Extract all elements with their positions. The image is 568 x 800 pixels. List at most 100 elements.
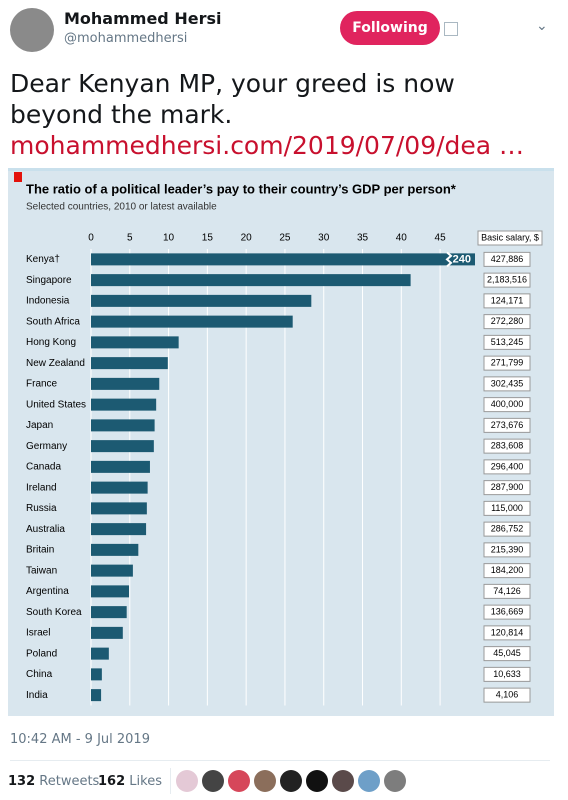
bar: [91, 523, 147, 536]
liker-avatar[interactable]: [202, 770, 224, 792]
bar: [91, 357, 168, 370]
salary-box: [483, 480, 531, 496]
x-tick-label: 25: [279, 233, 291, 244]
y-tick-label: Argentina: [26, 586, 69, 597]
bar: [91, 585, 130, 598]
chart-background: [8, 168, 554, 716]
salary-box: [483, 272, 531, 288]
bar: [91, 564, 133, 577]
avatar[interactable]: [10, 8, 54, 52]
y-tick-label: Germany: [26, 441, 67, 452]
salary: 2,183,516: [487, 275, 527, 285]
salary: 513,245: [491, 337, 524, 347]
timestamp[interactable]: 10:42 AM - 9 Jul 2019: [10, 732, 150, 747]
salary-box: [483, 417, 531, 433]
y-tick-label: Britain: [26, 545, 54, 556]
salary: 184,200: [491, 565, 524, 575]
y-tick-label: United States: [26, 399, 86, 410]
liker-avatar[interactable]: [332, 770, 354, 792]
bar: [91, 294, 312, 307]
salary-box: [483, 334, 531, 350]
liker-avatar[interactable]: [228, 770, 250, 792]
author-name[interactable]: Mohammed Hersi: [64, 9, 222, 28]
liker-avatar[interactable]: [306, 770, 328, 792]
axis-break: [445, 251, 453, 268]
liker-avatar[interactable]: [358, 770, 380, 792]
salary: 400,000: [491, 399, 524, 409]
y-tick-label: South Korea: [26, 607, 82, 618]
follow-button[interactable]: Following: [340, 11, 440, 45]
bar: [91, 336, 179, 349]
salary: 4,106: [496, 690, 519, 700]
salary-box: [483, 293, 531, 309]
chart-title: The ratio of a political leader’s pay to…: [26, 181, 457, 196]
liker-avatars: [176, 770, 406, 792]
retweet-label: Retweets: [39, 774, 100, 789]
salary: 287,900: [491, 482, 524, 492]
y-tick-label: South Africa: [26, 316, 80, 327]
y-tick-label: Israel: [26, 628, 50, 639]
liker-avatar[interactable]: [384, 770, 406, 792]
y-tick-label: Hong Kong: [26, 337, 76, 348]
liker-avatar[interactable]: [280, 770, 302, 792]
bar: [91, 398, 157, 411]
salary: 272,280: [491, 316, 524, 326]
likes[interactable]: 162 Likes: [98, 774, 162, 789]
bar: [91, 647, 109, 660]
retweet-count: 132: [8, 774, 36, 789]
y-tick-label: Japan: [26, 420, 53, 431]
salary: 296,400: [491, 461, 524, 471]
salary-box: [483, 687, 531, 703]
y-tick-label: Canada: [26, 462, 61, 473]
salary: 283,608: [491, 441, 524, 451]
liker-avatar[interactable]: [254, 770, 276, 792]
bar: [91, 460, 150, 473]
salary-box: [483, 251, 531, 267]
bar: [91, 606, 127, 619]
salary: 286,752: [491, 524, 524, 534]
salary-box: [483, 521, 531, 537]
salary-header-box: [477, 230, 543, 246]
bar: [91, 502, 147, 515]
tweet-link[interactable]: mohammedhersi.com/2019/07/09/dea …: [10, 131, 525, 160]
divider: [10, 760, 550, 761]
salary: 215,390: [491, 544, 524, 554]
y-tick-label: France: [26, 379, 58, 390]
salary: 124,171: [491, 295, 524, 305]
icon[interactable]: [444, 22, 458, 36]
y-tick-label: Poland: [26, 648, 57, 659]
salary-header: Basic salary, $: [481, 232, 539, 242]
y-tick-label: Kenya†: [26, 254, 60, 265]
bar: [91, 668, 102, 681]
bar: [91, 315, 293, 328]
bar: [91, 626, 123, 639]
y-tick-label: Singapore: [26, 275, 72, 286]
retweets[interactable]: 132 Retweets: [8, 774, 99, 789]
x-tick-label: 0: [88, 233, 94, 244]
salary: 136,669: [491, 607, 524, 617]
like-count: 162: [98, 774, 126, 789]
salary: 427,886: [491, 254, 524, 264]
x-tick-label: 35: [357, 233, 369, 244]
x-tick-label: 10: [163, 233, 175, 244]
like-label: Likes: [129, 774, 162, 789]
liker-avatar[interactable]: [176, 770, 198, 792]
salary-box: [483, 583, 531, 599]
bar: [91, 689, 102, 702]
y-tick-label: New Zealand: [26, 358, 85, 369]
tweet-text: Dear Kenyan MP, your greed is now beyond…: [10, 69, 455, 129]
salary-box: [483, 355, 531, 371]
salary-box: [483, 625, 531, 641]
salary: 10,633: [493, 669, 521, 679]
bar: [91, 543, 139, 556]
y-tick-label: Taiwan: [26, 565, 57, 576]
author-handle[interactable]: @mohammedhersi: [64, 31, 188, 46]
bar: [91, 274, 411, 287]
bar: [91, 377, 160, 390]
salary-box: [483, 542, 531, 558]
divider: [170, 768, 171, 794]
menu-caret[interactable]: ⌄: [536, 18, 548, 34]
salary-box: [483, 563, 531, 579]
